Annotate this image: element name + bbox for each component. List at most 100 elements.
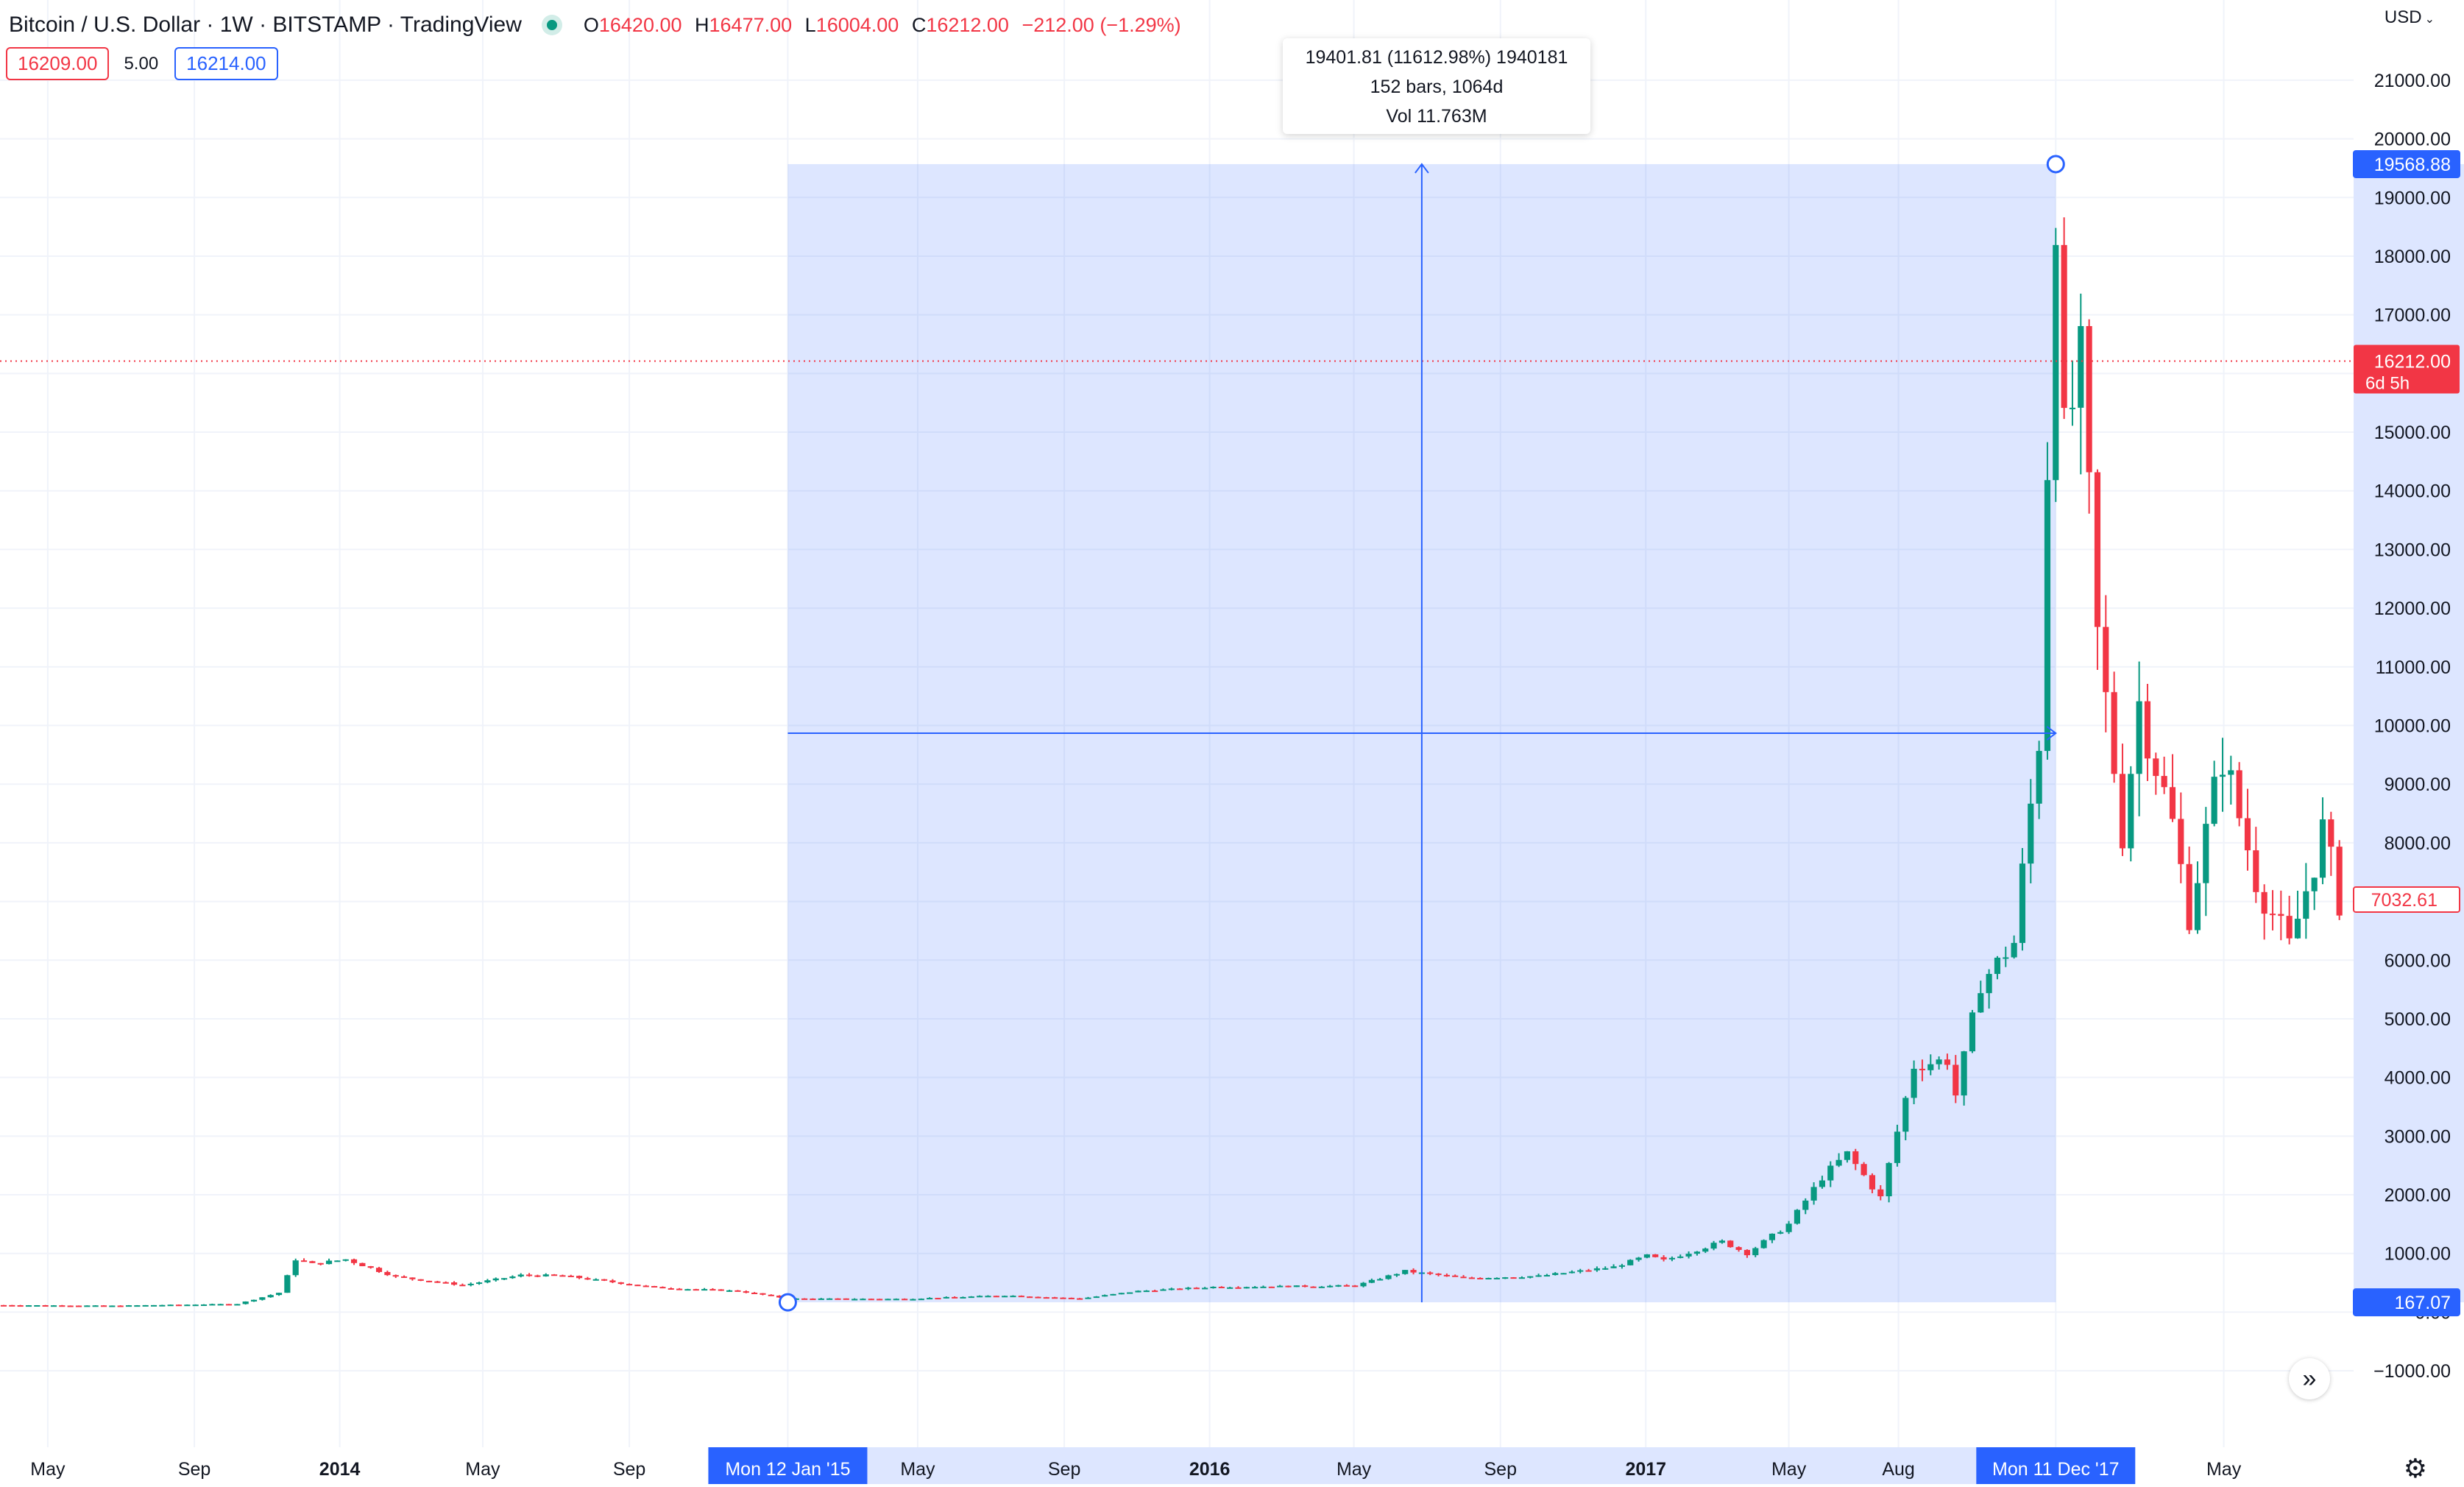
candle-body[interactable]	[617, 1282, 624, 1285]
candle-body[interactable]	[2169, 787, 2176, 819]
candle-body[interactable]	[584, 1278, 591, 1280]
candle-body[interactable]	[134, 1305, 141, 1307]
candle-body[interactable]	[1185, 1288, 1192, 1290]
candle-body[interactable]	[1894, 1131, 1901, 1163]
candle-body[interactable]	[492, 1278, 499, 1281]
candle-body[interactable]	[1677, 1256, 1684, 1258]
candle-body[interactable]	[2111, 692, 2117, 774]
candle-body[interactable]	[1961, 1051, 1967, 1096]
candle-body[interactable]	[810, 1299, 816, 1301]
candle-body[interactable]	[359, 1262, 366, 1267]
candle-body[interactable]	[1502, 1277, 1509, 1279]
candle-body[interactable]	[1527, 1276, 1534, 1278]
candle-body[interactable]	[2269, 914, 2276, 916]
candle-body[interactable]	[2253, 850, 2259, 892]
candle-body[interactable]	[1235, 1287, 1242, 1289]
candle-body[interactable]	[1819, 1180, 1826, 1187]
candle-body[interactable]	[2178, 819, 2184, 864]
candle-body[interactable]	[2069, 407, 2076, 409]
candle-body[interactable]	[743, 1291, 749, 1293]
candle-body[interactable]	[1443, 1274, 1450, 1276]
candle-body[interactable]	[1218, 1286, 1225, 1288]
candle-body[interactable]	[442, 1282, 449, 1284]
candle-body[interactable]	[2011, 942, 2017, 958]
candle-body[interactable]	[2278, 914, 2284, 916]
candle-body[interactable]	[1027, 1296, 1033, 1299]
candle-body[interactable]	[525, 1274, 533, 1276]
candle-body[interactable]	[409, 1277, 416, 1279]
candle-body[interactable]	[1335, 1285, 1342, 1287]
candle-body[interactable]	[67, 1305, 74, 1307]
candle-body[interactable]	[1093, 1296, 1100, 1299]
candle-body[interactable]	[1693, 1251, 1700, 1254]
candle-body[interactable]	[192, 1304, 199, 1307]
candle-body[interactable]	[1760, 1240, 1767, 1248]
candle-body[interactable]	[651, 1285, 658, 1288]
candle-body[interactable]	[768, 1294, 774, 1296]
candle-body[interactable]	[885, 1299, 891, 1301]
candle-body[interactable]	[1060, 1297, 1066, 1299]
candle-body[interactable]	[1393, 1274, 1400, 1276]
candle-body[interactable]	[1368, 1279, 1375, 1283]
candle-body[interactable]	[943, 1296, 949, 1299]
candle-body[interactable]	[968, 1296, 974, 1299]
candle-body[interactable]	[1927, 1064, 1934, 1070]
candle-body[interactable]	[1610, 1266, 1617, 1268]
candle-body[interactable]	[877, 1299, 883, 1301]
candle-body[interactable]	[509, 1276, 516, 1279]
candle-body[interactable]	[42, 1305, 49, 1307]
candle-body[interactable]	[1160, 1289, 1166, 1291]
candle-body[interactable]	[1152, 1290, 1158, 1293]
candle-body[interactable]	[1911, 1068, 1917, 1098]
candle-body[interactable]	[467, 1283, 474, 1285]
candle-body[interactable]	[275, 1293, 283, 1296]
candle-body[interactable]	[977, 1296, 983, 1298]
candle-body[interactable]	[1902, 1098, 1909, 1132]
candle-body[interactable]	[1077, 1298, 1083, 1300]
candle-body[interactable]	[1627, 1260, 1634, 1265]
candle-body[interactable]	[818, 1298, 824, 1300]
candle-body[interactable]	[2003, 957, 2009, 959]
candle-body[interactable]	[2161, 776, 2167, 788]
candle-body[interactable]	[459, 1285, 466, 1287]
candle-body[interactable]	[1085, 1297, 1091, 1299]
candle-body[interactable]	[1777, 1232, 1784, 1234]
candle-body[interactable]	[918, 1299, 924, 1301]
candle-body[interactable]	[109, 1305, 116, 1307]
candle-body[interactable]	[852, 1299, 858, 1301]
candle-body[interactable]	[475, 1282, 483, 1285]
candle-body[interactable]	[1785, 1223, 1792, 1232]
candle-body[interactable]	[1953, 1064, 1959, 1096]
candle-body[interactable]	[601, 1279, 608, 1281]
candle-body[interactable]	[1302, 1285, 1309, 1288]
candle-body[interactable]	[2228, 770, 2234, 775]
candle-body[interactable]	[902, 1299, 908, 1301]
candle-body[interactable]	[1835, 1159, 1842, 1166]
candle-body[interactable]	[1810, 1187, 1817, 1201]
symbol-title[interactable]: Bitcoin / U.S. Dollar · 1W · BITSTAMP · …	[9, 13, 522, 37]
candle-body[interactable]	[1127, 1292, 1133, 1294]
candle-body[interactable]	[1210, 1286, 1217, 1288]
candle-body[interactable]	[1685, 1254, 1692, 1257]
candle-body[interactable]	[1052, 1297, 1058, 1299]
candle-body[interactable]	[1018, 1296, 1024, 1298]
candle-body[interactable]	[175, 1304, 183, 1307]
candle-body[interactable]	[84, 1305, 91, 1307]
candle-body[interactable]	[167, 1304, 174, 1307]
candle-body[interactable]	[1252, 1287, 1258, 1289]
candle-body[interactable]	[2144, 701, 2151, 759]
candle-body[interactable]	[1427, 1272, 1434, 1274]
go-to-realtime-button[interactable]: »	[2289, 1358, 2330, 1399]
candle-body[interactable]	[17, 1305, 24, 1307]
candle-body[interactable]	[1827, 1165, 1834, 1181]
candle-body[interactable]	[726, 1290, 733, 1292]
candle-body[interactable]	[659, 1287, 666, 1289]
candle-body[interactable]	[1477, 1277, 1484, 1279]
candle-body[interactable]	[2261, 891, 2267, 914]
candle-body[interactable]	[2286, 916, 2293, 939]
candle-body[interactable]	[701, 1289, 708, 1291]
candle-body[interactable]	[1735, 1247, 1742, 1250]
candle-body[interactable]	[2136, 701, 2142, 774]
candle-body[interactable]	[2103, 626, 2109, 693]
candle-body[interactable]	[626, 1284, 633, 1286]
